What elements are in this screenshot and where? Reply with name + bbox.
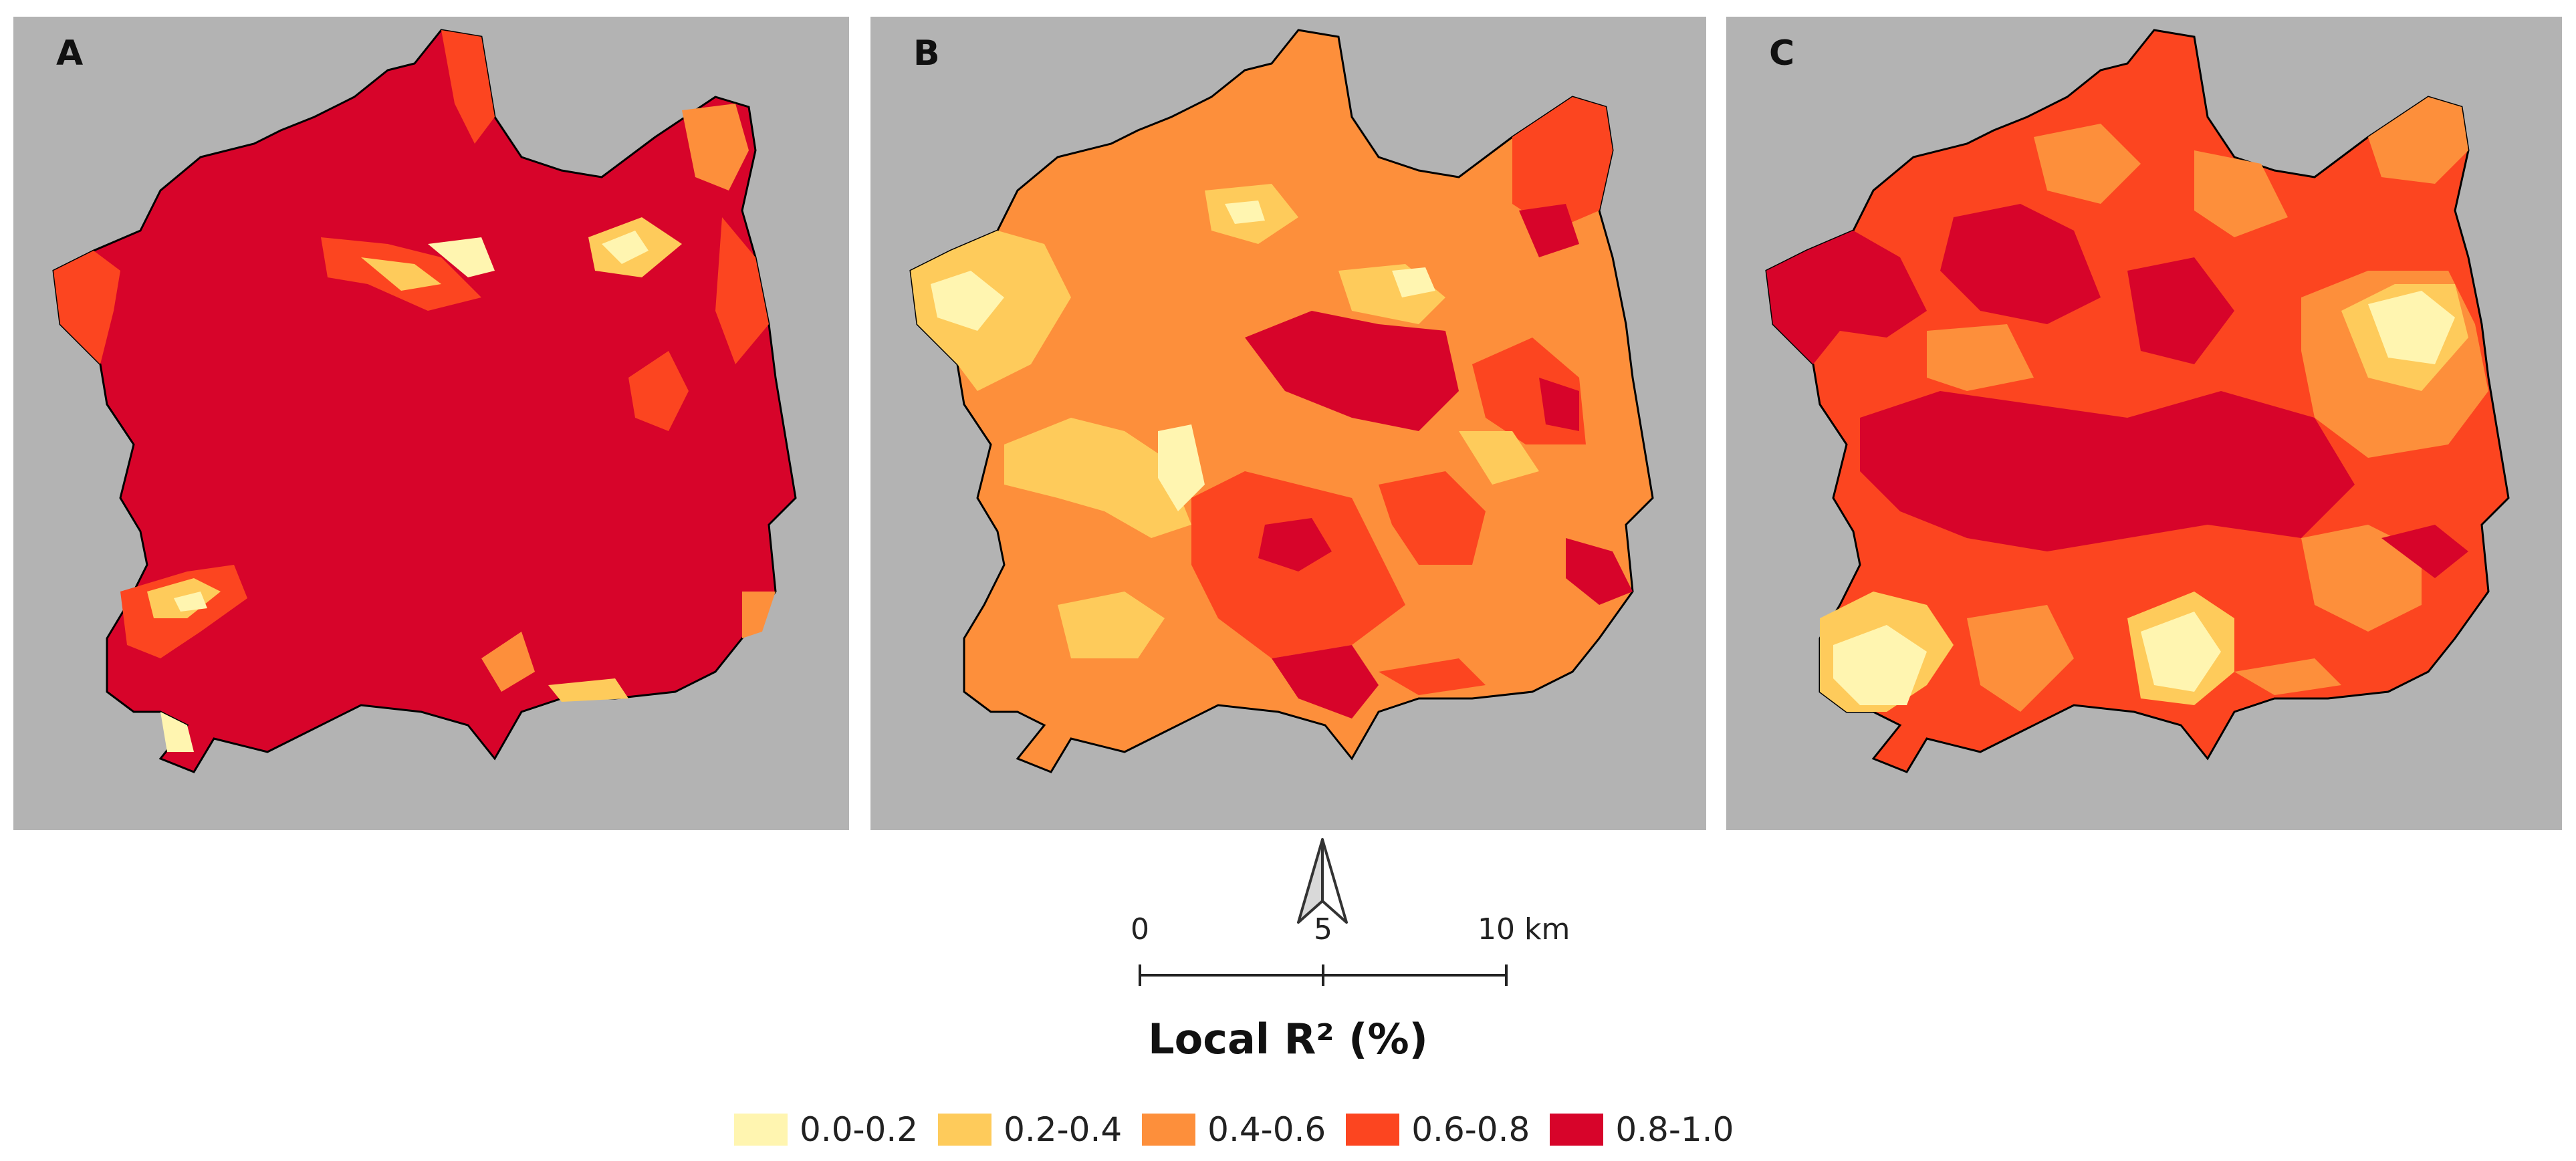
legend-swatch: [1550, 1114, 1604, 1146]
map-panel-c: C: [1726, 17, 2562, 830]
legend-title: Local R² (%): [1148, 1015, 1428, 1063]
scale-tick-0: 0: [1131, 912, 1149, 946]
region-map-a: [52, 29, 797, 773]
legend-label: 0.0-0.2: [800, 1110, 919, 1149]
panel-label: C: [1769, 33, 1795, 74]
region-map-b: [909, 29, 1654, 773]
scale-bar: 0 5 10 km: [1110, 912, 1570, 999]
map-panel-a: A: [13, 17, 849, 830]
legend-item: 0.2-0.4: [938, 1110, 1122, 1149]
region-shape: [52, 29, 797, 773]
legend-item: 0.8-1.0: [1550, 1110, 1734, 1149]
panel-label: B: [913, 33, 940, 74]
scale-tick-5: 5: [1314, 912, 1332, 946]
scale-tick-10: 10 km: [1478, 912, 1570, 946]
legend-label: 0.4-0.6: [1207, 1110, 1326, 1149]
scale-bar-tick: [1505, 964, 1508, 986]
patches: [1766, 97, 2488, 712]
region-map-c: [1765, 29, 2510, 773]
legend-item: 0.6-0.8: [1346, 1110, 1530, 1149]
legend-swatch: [1142, 1114, 1196, 1146]
legend-swatch: [734, 1114, 788, 1146]
legend-label: 0.6-0.8: [1411, 1110, 1530, 1149]
map-panel-b: B: [870, 17, 1706, 830]
legend-label: 0.8-1.0: [1615, 1110, 1734, 1149]
legend-swatch: [938, 1114, 992, 1146]
north-arrow-icon: [1297, 838, 1348, 924]
legend-swatch: [1346, 1114, 1400, 1146]
legend-item: 0.0-0.2: [734, 1110, 918, 1149]
panel-label: A: [56, 33, 84, 74]
patches: [911, 97, 1633, 719]
patches: [53, 30, 776, 752]
scale-bar-tick: [1139, 964, 1141, 986]
legend-label: 0.2-0.4: [1004, 1110, 1123, 1149]
legend: 0.0-0.2 0.2-0.4 0.4-0.6 0.6-0.8 0.8-1.0: [734, 1110, 1754, 1150]
scale-bar-tick: [1322, 964, 1324, 986]
legend-item: 0.4-0.6: [1142, 1110, 1326, 1149]
